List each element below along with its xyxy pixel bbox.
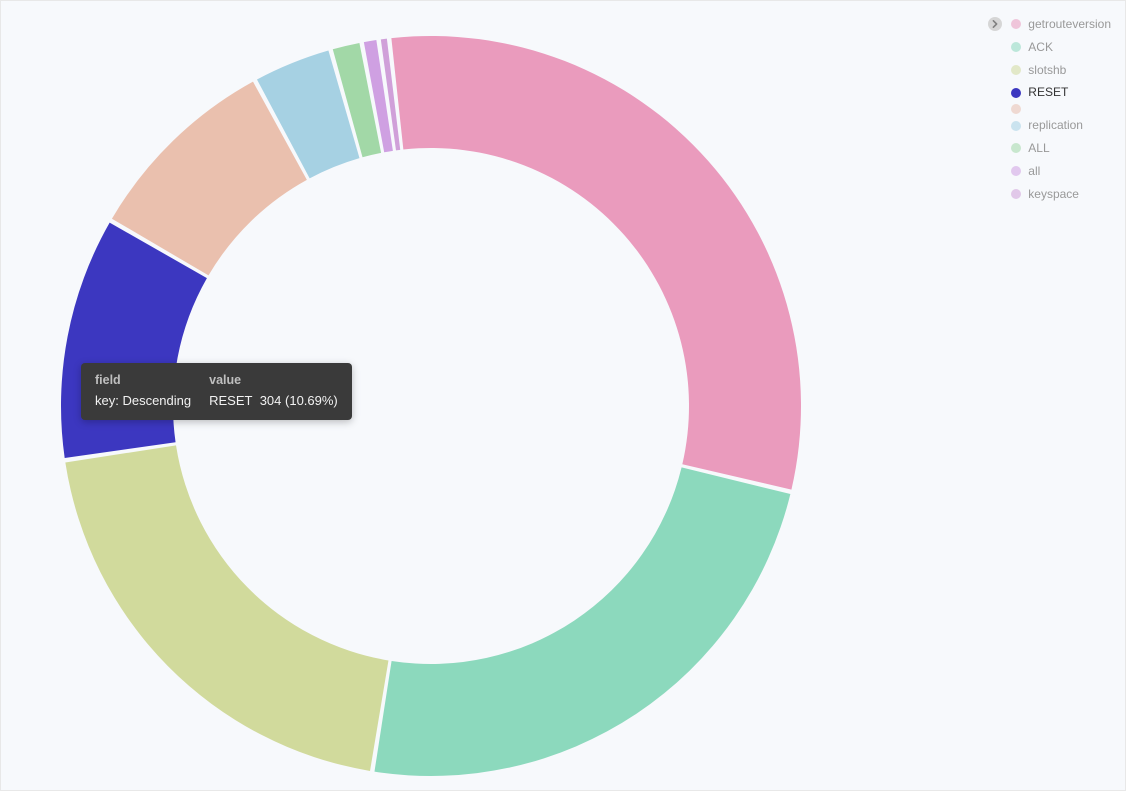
donut-slice-getrouteversion[interactable] bbox=[391, 36, 801, 490]
legend-dot bbox=[1011, 143, 1021, 153]
legend-dot bbox=[1011, 65, 1021, 75]
legend-collapse-icon[interactable] bbox=[988, 17, 1002, 31]
legend-item-all[interactable]: all bbox=[988, 160, 1111, 183]
chart-container: getrouteversionACKslotshbRESET replicatio… bbox=[0, 0, 1126, 791]
legend-dot bbox=[1011, 42, 1021, 52]
donut-slice-ACK[interactable] bbox=[374, 467, 790, 776]
legend-item-getrouteversion[interactable]: getrouteversion bbox=[988, 13, 1111, 36]
donut-slice-slotshb[interactable] bbox=[65, 445, 388, 771]
legend-label: RESET bbox=[1028, 81, 1068, 104]
legend-label: slotshb bbox=[1028, 59, 1066, 82]
legend-label: getrouteversion bbox=[1028, 13, 1111, 36]
legend-dot bbox=[1011, 88, 1021, 98]
donut-svg bbox=[41, 16, 821, 796]
legend-item-ALL[interactable]: ALL bbox=[988, 137, 1111, 160]
legend-label: replication bbox=[1028, 114, 1083, 137]
legend-dot bbox=[1011, 121, 1021, 131]
legend-label: all bbox=[1028, 160, 1040, 183]
legend-label: keyspace bbox=[1028, 183, 1079, 206]
legend-dot bbox=[1011, 189, 1021, 199]
legend: getrouteversionACKslotshbRESET replicatio… bbox=[988, 13, 1111, 205]
legend-dot bbox=[1011, 19, 1021, 29]
legend-label: ACK bbox=[1028, 36, 1053, 59]
donut-chart bbox=[41, 16, 821, 796]
legend-label: ALL bbox=[1028, 137, 1049, 160]
legend-item-RESET[interactable]: RESET bbox=[988, 81, 1111, 104]
legend-dot bbox=[1011, 104, 1021, 114]
legend-dot bbox=[1011, 166, 1021, 176]
legend-item-ACK[interactable]: ACK bbox=[988, 36, 1111, 59]
legend-item-blank[interactable] bbox=[988, 104, 1111, 114]
legend-item-slotshb[interactable]: slotshb bbox=[988, 59, 1111, 82]
legend-item-keyspace[interactable]: keyspace bbox=[988, 183, 1111, 206]
legend-item-replication[interactable]: replication bbox=[988, 114, 1111, 137]
